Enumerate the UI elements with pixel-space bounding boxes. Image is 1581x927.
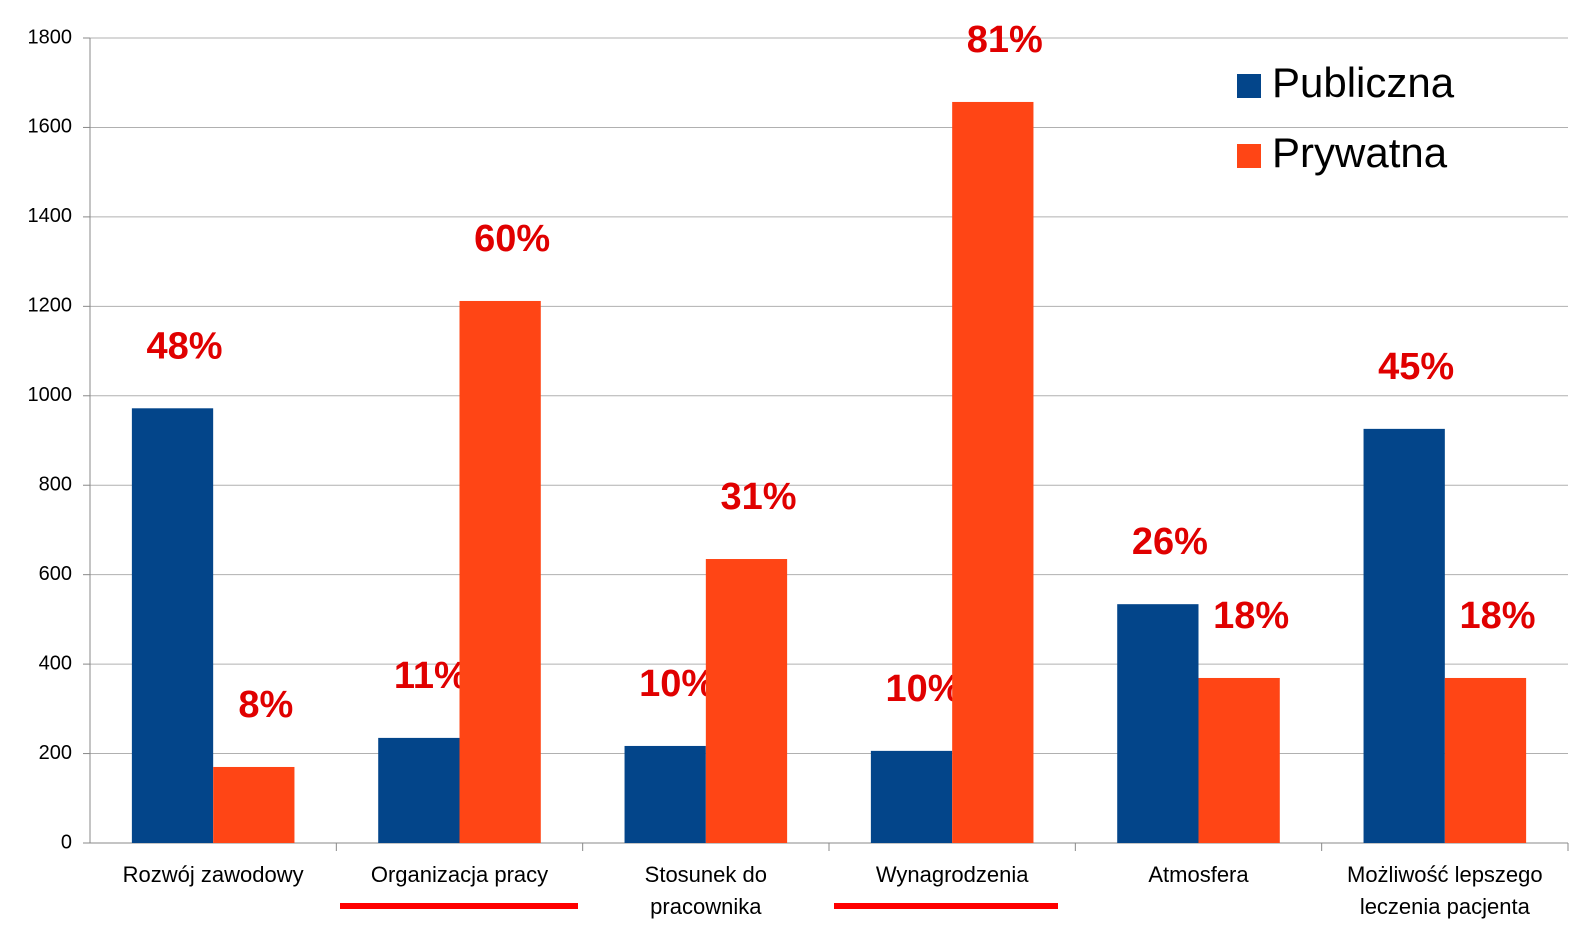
value-label: 18% bbox=[1213, 595, 1289, 637]
bar bbox=[378, 737, 460, 843]
x-tick-label: Rozwój zawodowy bbox=[122, 862, 304, 887]
value-label: 48% bbox=[146, 325, 222, 367]
bar bbox=[1444, 677, 1527, 843]
x-tick-label: Organizacja pracy bbox=[370, 862, 549, 887]
value-label: 60% bbox=[474, 218, 550, 260]
y-tick-label: 1000 bbox=[28, 384, 73, 406]
x-tick-label: Wynagrodzenia bbox=[875, 862, 1029, 887]
y-tick-label: 600 bbox=[39, 563, 72, 585]
value-label: 11% bbox=[394, 655, 468, 697]
x-tick-label: Atmosfera bbox=[1148, 862, 1249, 887]
y-tick-label: 200 bbox=[39, 742, 72, 764]
legend-swatch bbox=[1237, 74, 1261, 98]
value-label: 26% bbox=[1132, 521, 1208, 563]
value-label: 31% bbox=[720, 476, 796, 518]
bar bbox=[624, 745, 706, 843]
value-label: 10% bbox=[885, 668, 961, 710]
x-tick-label: Możliwość lepszego leczenia pacjenta bbox=[1347, 862, 1543, 919]
value-label: 8% bbox=[238, 684, 293, 726]
bar bbox=[459, 300, 541, 843]
legend-label: Publiczna bbox=[1272, 59, 1455, 106]
y-tick-label: 1200 bbox=[28, 295, 73, 317]
value-label: 81% bbox=[967, 19, 1043, 61]
legend-label: Prywatna bbox=[1272, 129, 1448, 176]
y-tick-label: 0 bbox=[61, 831, 72, 853]
bar bbox=[952, 101, 1034, 844]
legend-swatch bbox=[1237, 144, 1261, 168]
value-label: 10% bbox=[639, 663, 715, 705]
bar bbox=[213, 766, 295, 843]
x-tick-label: Stosunek do pracownika bbox=[644, 862, 767, 919]
value-label: 18% bbox=[1459, 595, 1535, 637]
bar bbox=[131, 408, 214, 843]
bar bbox=[870, 750, 953, 843]
bar bbox=[1363, 428, 1445, 843]
bar bbox=[1117, 604, 1199, 843]
value-label: 45% bbox=[1378, 346, 1454, 388]
y-tick-label: 1400 bbox=[28, 205, 73, 227]
y-tick-label: 1800 bbox=[28, 26, 73, 48]
y-tick-label: 800 bbox=[39, 474, 72, 496]
bar bbox=[1198, 677, 1280, 843]
y-tick-label: 400 bbox=[39, 652, 72, 674]
bar bbox=[705, 559, 788, 843]
y-tick-label: 1600 bbox=[28, 116, 73, 138]
